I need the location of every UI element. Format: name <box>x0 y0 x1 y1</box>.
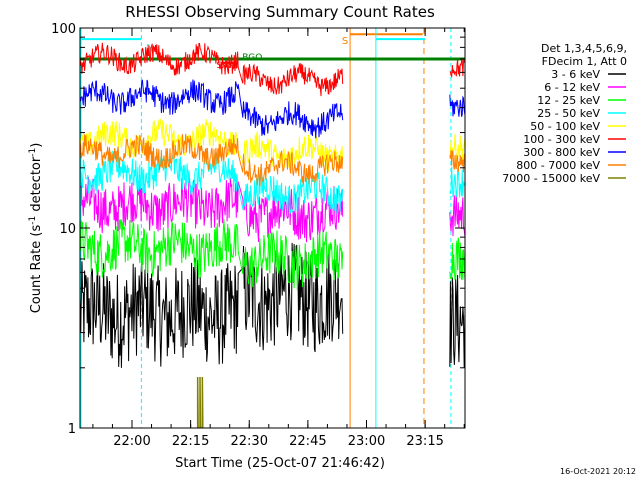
series-line <box>196 376 204 428</box>
series-line <box>80 118 344 172</box>
legend-entry-label: 300 - 800 keV <box>523 146 600 159</box>
series-line <box>80 218 344 290</box>
series-line-resume <box>449 59 465 78</box>
y-tick-label: 1 <box>68 422 76 437</box>
x-axis: 22:00 22:15 22:30 22:45 23:00 23:15 <box>92 28 465 449</box>
x-tick-label: 22:30 <box>231 434 268 449</box>
legend: Det 1,3,4,5,6,9,FDecim 1, Att 03 - 6 keV… <box>502 42 627 185</box>
y-axis: 1 10 100 <box>51 22 465 437</box>
series-line-resume <box>449 274 465 369</box>
x-tick-label: 23:00 <box>348 434 385 449</box>
series-line-resume <box>449 191 465 237</box>
legend-entry-label: 25 - 50 keV <box>537 107 600 120</box>
legend-entry-label: 100 - 300 keV <box>523 133 600 146</box>
legend-header: FDecim 1, Att 0 <box>542 55 627 68</box>
series-line <box>80 176 344 243</box>
y-axis-label-sup: -1 <box>28 216 38 225</box>
legend-header: Det 1,3,4,5,6,9, <box>541 42 627 55</box>
flag-n-label: N <box>146 43 153 54</box>
x-axis-label: Start Time (25-Oct-07 21:46:42) <box>175 456 385 471</box>
y-axis-label-sup2: -1 <box>28 148 38 157</box>
series-line <box>80 133 344 187</box>
x-tick-label: 22:15 <box>172 434 209 449</box>
x-tick-label: 23:15 <box>406 434 443 449</box>
legend-entry-label: 6 - 12 keV <box>544 81 600 94</box>
y-axis-label-end: ) <box>29 143 44 148</box>
y-axis-label: Count Rate (s-1 detector-1) <box>28 143 44 314</box>
series-line-resume <box>449 237 465 281</box>
series-line-resume <box>449 149 465 173</box>
timestamp: 16-Oct-2021 20:12 <box>560 467 636 476</box>
flag-bgo-label: BGO <box>242 53 262 63</box>
x-tick-label: 22:45 <box>289 434 326 449</box>
chart-title: RHESSI Observing Summary Count Rates <box>125 3 435 21</box>
series-line <box>80 42 344 97</box>
flag-s-label: S <box>342 36 348 47</box>
y-tick-label: 10 <box>59 222 76 237</box>
y-tick-label: 100 <box>51 22 76 37</box>
series-line-resume <box>449 94 465 117</box>
y-axis-label-main: Count Rate (s <box>29 225 44 314</box>
legend-entry-label: 12 - 25 keV <box>537 94 600 107</box>
series-line-resume <box>449 166 465 198</box>
series-line <box>80 242 344 368</box>
legend-entry-label: 7000 - 15000 keV <box>502 172 600 185</box>
legend-entry-label: 50 - 100 keV <box>530 120 600 133</box>
legend-entry-label: 3 - 6 keV <box>551 68 600 81</box>
series-line <box>80 79 344 139</box>
y-axis-label-mid: detector <box>29 156 44 216</box>
x-tick-label: 22:00 <box>113 434 150 449</box>
legend-entry-label: 800 - 7000 keV <box>516 159 600 172</box>
